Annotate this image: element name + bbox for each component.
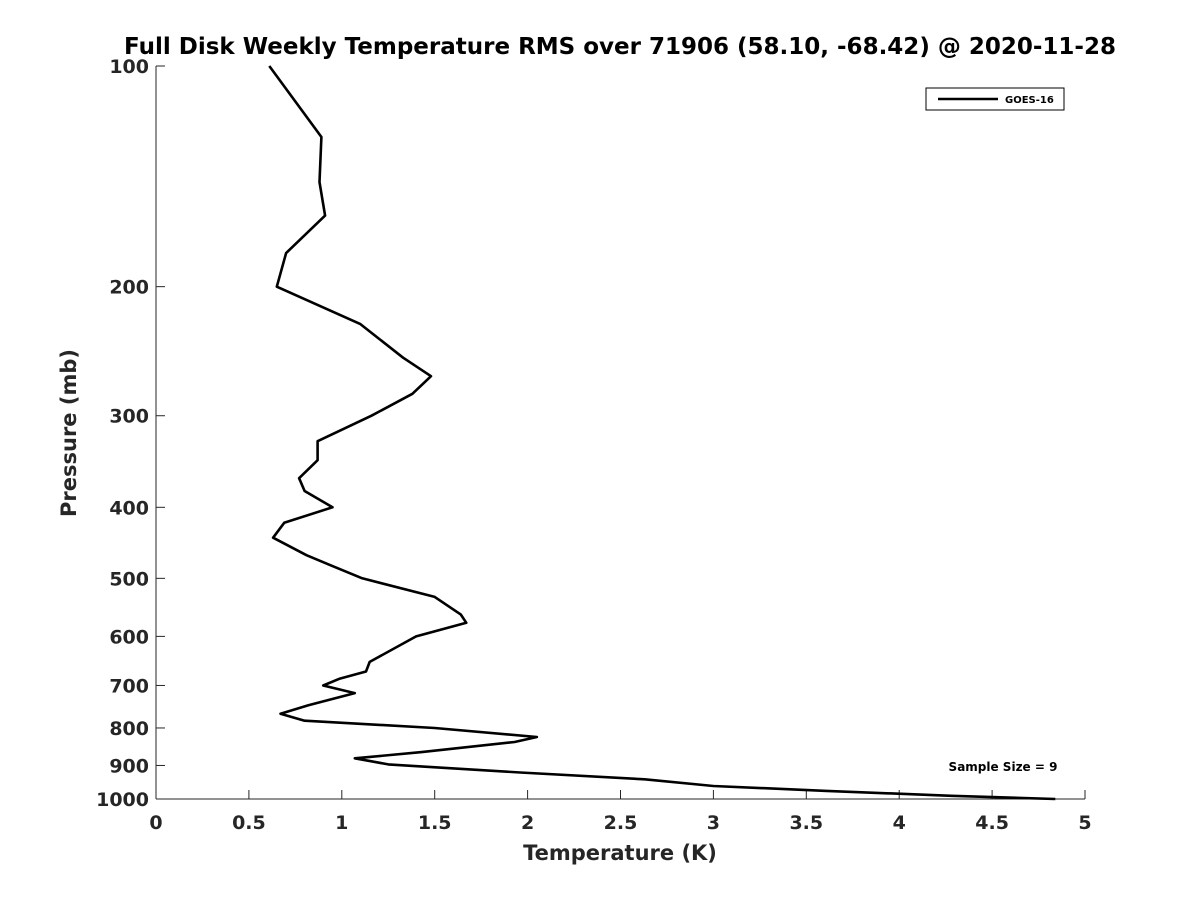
x-tick-label: 1.5: [418, 812, 452, 834]
y-tick-label: 300: [109, 406, 149, 428]
y-tick-label: 1000: [96, 789, 149, 811]
series-group: [268, 65, 1056, 801]
sample-size-annotation: Sample Size = 9: [949, 760, 1058, 774]
y-tick-label: 700: [109, 675, 149, 697]
y-tick-label: 100: [109, 56, 149, 78]
x-tick-label: 3.5: [789, 812, 823, 834]
y-tick-label: 400: [109, 497, 149, 519]
x-axis-label: Temperature (K): [523, 841, 717, 865]
y-tick-label: 500: [109, 568, 149, 590]
legend-entry-goes-16: GOES-16: [1005, 95, 1054, 106]
y-tick-label: 600: [109, 626, 149, 648]
y-tick-label: 200: [109, 277, 149, 299]
y-tick-label: 800: [109, 718, 149, 740]
x-tick-label: 4: [893, 812, 906, 834]
y-axis-ticks: 100 200 300 400 500 600 700 800 900 1000: [96, 56, 165, 811]
plot-area: [156, 66, 1085, 799]
x-tick-label: 2: [521, 812, 534, 834]
series-line-goes-16: [268, 65, 1056, 801]
x-tick-label: 1: [335, 812, 348, 834]
x-tick-label: 2.5: [604, 812, 638, 834]
y-tick-label: 900: [109, 755, 149, 777]
x-tick-label: 4.5: [975, 812, 1009, 834]
x-tick-label: 0.5: [232, 812, 266, 834]
x-axis-ticks: 0 0.5 1 1.5 2 2.5 3 3.5 4 4.5 5: [149, 790, 1092, 834]
x-tick-label: 3: [707, 812, 720, 834]
legend: GOES-16: [925, 87, 1065, 111]
chart-title: Full Disk Weekly Temperature RMS over 71…: [124, 34, 1116, 60]
x-tick-label: 5: [1078, 812, 1091, 834]
x-tick-label: 0: [149, 812, 162, 834]
y-axis-label: Pressure (mb): [57, 349, 81, 517]
